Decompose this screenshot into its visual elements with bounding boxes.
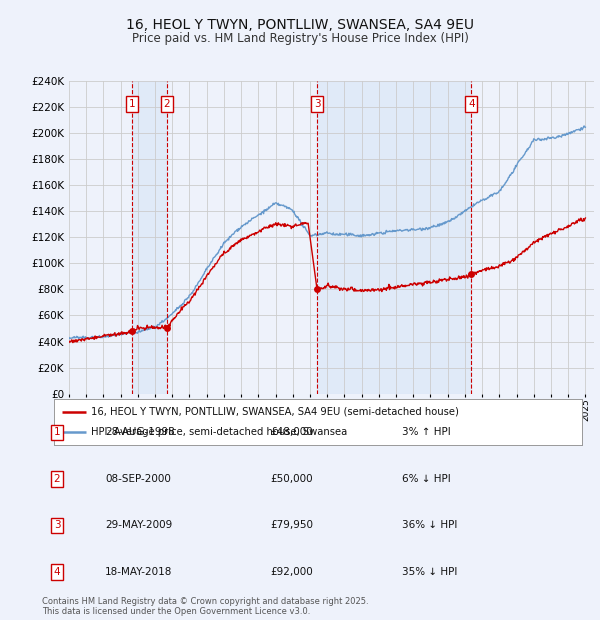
Text: 36% ↓ HPI: 36% ↓ HPI (402, 520, 457, 531)
Text: 2: 2 (164, 99, 170, 109)
Bar (317, 81, 471, 394)
Text: HPI: Average price, semi-detached house, Swansea: HPI: Average price, semi-detached house,… (91, 427, 347, 437)
Text: 3% ↑ HPI: 3% ↑ HPI (402, 427, 451, 438)
Bar (132, 81, 167, 394)
Text: £92,000: £92,000 (270, 567, 313, 577)
Text: 2: 2 (53, 474, 61, 484)
Text: Contains HM Land Registry data © Crown copyright and database right 2025.: Contains HM Land Registry data © Crown c… (42, 597, 368, 606)
Text: 35% ↓ HPI: 35% ↓ HPI (402, 567, 457, 577)
Text: Price paid vs. HM Land Registry's House Price Index (HPI): Price paid vs. HM Land Registry's House … (131, 32, 469, 45)
Text: 08-SEP-2000: 08-SEP-2000 (105, 474, 171, 484)
Text: £50,000: £50,000 (270, 474, 313, 484)
Text: 16, HEOL Y TWYN, PONTLLIW, SWANSEA, SA4 9EU: 16, HEOL Y TWYN, PONTLLIW, SWANSEA, SA4 … (126, 18, 474, 32)
Text: 3: 3 (314, 99, 320, 109)
Text: 1: 1 (53, 427, 61, 438)
Text: 29-MAY-2009: 29-MAY-2009 (105, 520, 172, 531)
Text: 6% ↓ HPI: 6% ↓ HPI (402, 474, 451, 484)
Text: 4: 4 (468, 99, 475, 109)
Text: 4: 4 (53, 567, 61, 577)
Text: £79,950: £79,950 (270, 520, 313, 531)
Text: This data is licensed under the Open Government Licence v3.0.: This data is licensed under the Open Gov… (42, 607, 310, 616)
Text: 3: 3 (53, 520, 61, 531)
Text: 1: 1 (128, 99, 135, 109)
Text: 18-MAY-2018: 18-MAY-2018 (105, 567, 172, 577)
Text: 16, HEOL Y TWYN, PONTLLIW, SWANSEA, SA4 9EU (semi-detached house): 16, HEOL Y TWYN, PONTLLIW, SWANSEA, SA4 … (91, 407, 459, 417)
Text: 28-AUG-1998: 28-AUG-1998 (105, 427, 175, 438)
Text: £48,000: £48,000 (270, 427, 313, 438)
